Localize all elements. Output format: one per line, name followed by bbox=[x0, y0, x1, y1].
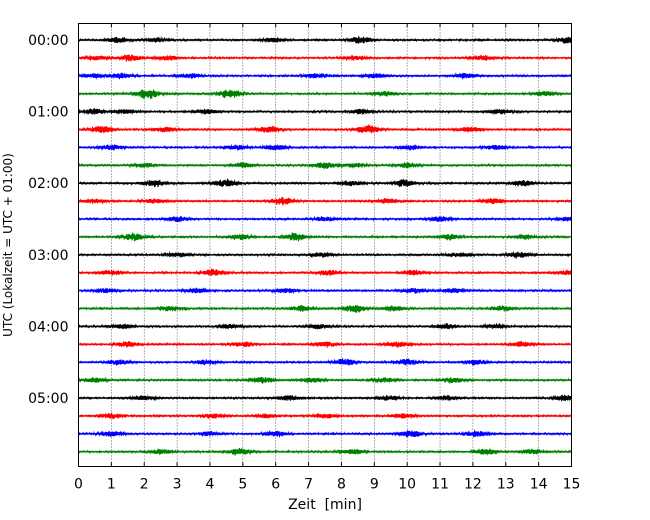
x-axis-label: Zeit [min] bbox=[288, 497, 362, 513]
y-axis-ticks: 00:00 01:00 02:00 03:00 04:00 05:00 bbox=[28, 33, 572, 407]
x-tick-label-11: 11 bbox=[431, 477, 449, 493]
trace-line-0 bbox=[77, 36, 572, 45]
trace-line-17 bbox=[77, 340, 572, 349]
y-tick-label-5: 05:00 bbox=[28, 391, 68, 407]
y-tick-label-2: 02:00 bbox=[28, 176, 68, 192]
trace-line-20 bbox=[78, 394, 573, 403]
x-tick-label-3: 3 bbox=[173, 477, 182, 493]
x-tick-label-15: 15 bbox=[563, 477, 581, 493]
x-tick-label-4: 4 bbox=[206, 477, 215, 493]
plot-frame bbox=[78, 23, 572, 467]
y-tick-label-3: 03:00 bbox=[28, 248, 68, 264]
x-tick-label-12: 12 bbox=[464, 477, 482, 493]
x-tick-label-1: 1 bbox=[107, 477, 116, 493]
trace-line-9 bbox=[77, 196, 572, 207]
x-axis-ticks: 0 1 2 3 4 5 6 7 8 9 10 11 12 13 14 15 bbox=[74, 23, 581, 493]
trace-line-19 bbox=[78, 376, 572, 385]
trace-line-6 bbox=[78, 143, 573, 152]
x-tick-label-14: 14 bbox=[530, 477, 548, 493]
trace-line-5 bbox=[78, 124, 572, 134]
trace-lines bbox=[77, 36, 573, 457]
x-tick-label-5: 5 bbox=[238, 477, 247, 493]
trace-line-22 bbox=[78, 429, 572, 439]
y-axis-label: UTC (Lokalzeit = UTC + 01:00) bbox=[1, 153, 15, 337]
trace-line-2 bbox=[78, 72, 573, 81]
trace-line-16 bbox=[78, 322, 573, 330]
trace-line-1 bbox=[78, 54, 572, 62]
trace-line-3 bbox=[77, 88, 573, 99]
x-tick-label-10: 10 bbox=[398, 477, 416, 493]
x-tick-label-13: 13 bbox=[497, 477, 515, 493]
trace-line-21 bbox=[78, 412, 572, 420]
y-tick-label-4: 04:00 bbox=[28, 319, 68, 335]
trace-line-18 bbox=[78, 358, 572, 367]
trace-line-23 bbox=[78, 447, 572, 457]
trace-line-10 bbox=[78, 215, 572, 223]
trace-line-7 bbox=[77, 161, 573, 170]
grid-lines bbox=[111, 23, 539, 467]
trace-line-4 bbox=[77, 107, 572, 116]
x-tick-label-0: 0 bbox=[74, 477, 83, 493]
x-tick-label-6: 6 bbox=[271, 477, 280, 493]
y-tick-label-1: 01:00 bbox=[28, 105, 68, 121]
trace-line-14 bbox=[78, 287, 572, 295]
y-tick-label-0: 00:00 bbox=[28, 33, 68, 49]
trace-line-13 bbox=[78, 268, 573, 277]
trace-line-15 bbox=[78, 304, 573, 314]
trace-line-11 bbox=[78, 232, 573, 242]
x-tick-label-8: 8 bbox=[337, 477, 346, 493]
x-tick-label-2: 2 bbox=[140, 477, 149, 493]
trace-line-8 bbox=[78, 178, 573, 188]
trace-line-12 bbox=[77, 250, 572, 259]
x-tick-label-7: 7 bbox=[304, 477, 313, 493]
x-tick-label-9: 9 bbox=[370, 477, 379, 493]
